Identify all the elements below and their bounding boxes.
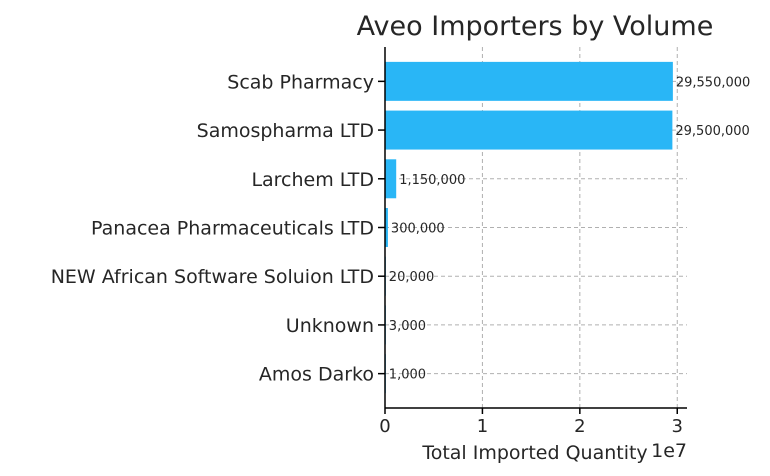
category-label: Scab Pharmacy — [227, 71, 374, 93]
value-label: 1,000 — [389, 368, 426, 383]
bar — [385, 61, 673, 101]
x-axis-label: Total Imported Quantity — [421, 442, 647, 464]
bar — [385, 159, 397, 199]
category-label: Unknown — [286, 315, 374, 337]
value-label: 29,500,000 — [675, 124, 749, 139]
value-label: 20,000 — [389, 270, 435, 285]
category-label: Amos Darko — [259, 364, 374, 386]
value-label: 29,550,000 — [676, 75, 750, 90]
value-labels: 29,550,000 29,500,000 1,150,000 300,000 20,0… — [389, 75, 751, 382]
value-label: 3,000 — [389, 319, 426, 334]
value-label: 1,150,000 — [399, 173, 465, 188]
category-label: Larchem LTD — [251, 169, 374, 191]
value-label: 300,000 — [391, 222, 445, 237]
x-axis-ticks: 0 1 2 3 — [378, 80, 683, 437]
x-tick-label: 3 — [672, 416, 683, 437]
bar — [385, 208, 388, 247]
bars — [385, 61, 673, 394]
x-tick-label: 0 — [379, 416, 390, 437]
category-labels: Scab Pharmacy Samospharma LTD Larchem LTD P… — [51, 71, 374, 385]
category-label: Samospharma LTD — [197, 120, 374, 142]
x-tick-label: 1 — [477, 416, 488, 437]
category-label: NEW African Software Soluion LTD — [51, 266, 374, 288]
chart-title: Aveo Importers by Volume — [357, 11, 714, 42]
x-axis-offset-label: 1e7 — [651, 440, 687, 462]
x-tick-label: 2 — [574, 416, 585, 437]
category-label: Panacea Pharmaceuticals LTD — [91, 218, 374, 240]
bar — [385, 110, 673, 150]
